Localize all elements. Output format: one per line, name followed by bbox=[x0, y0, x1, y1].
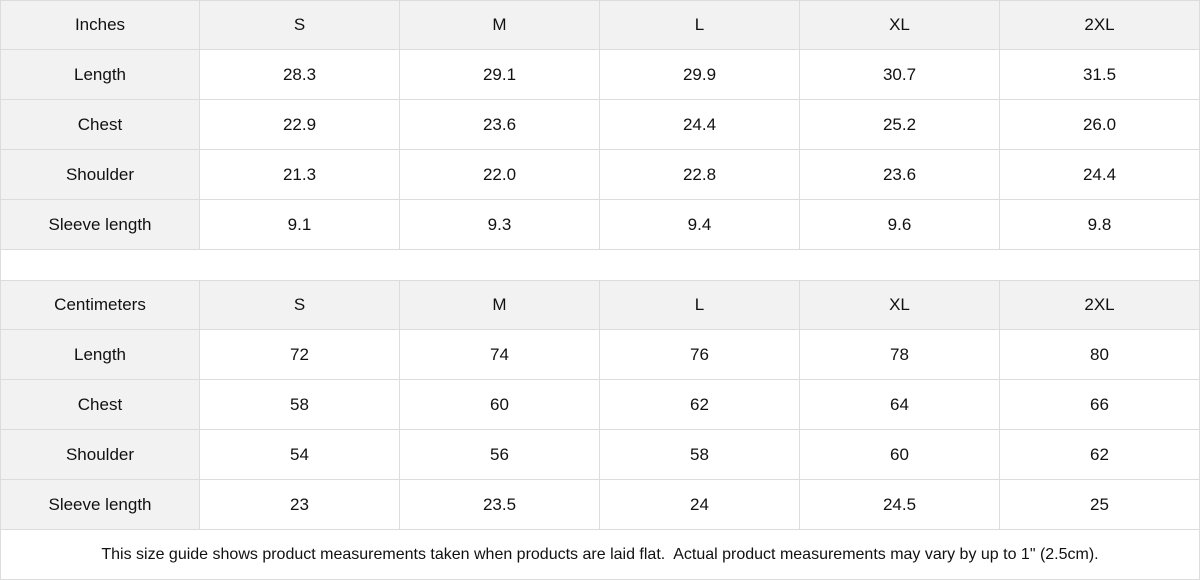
measurement-value: 74 bbox=[400, 330, 600, 380]
measurement-value: 23.6 bbox=[400, 100, 600, 150]
measurement-value: 22.8 bbox=[600, 150, 800, 200]
measurement-value: 58 bbox=[600, 430, 800, 480]
measurement-label: Shoulder bbox=[0, 430, 200, 480]
measurement-value: 60 bbox=[400, 380, 600, 430]
measurement-value: 25 bbox=[1000, 480, 1200, 530]
measurement-label: Sleeve length bbox=[0, 480, 200, 530]
size-header: 2XL bbox=[1000, 0, 1200, 50]
measurement-value: 29.9 bbox=[600, 50, 800, 100]
size-header: L bbox=[600, 0, 800, 50]
measurement-value: 9.3 bbox=[400, 200, 600, 250]
measurement-value: 80 bbox=[1000, 330, 1200, 380]
measurement-value: 58 bbox=[200, 380, 400, 430]
unit-header: Centimeters bbox=[0, 280, 200, 330]
inches-table: Inches S M L XL 2XL Length 28.3 29.1 29.9 30.7 31.5… bbox=[0, 0, 1200, 250]
size-header: XL bbox=[800, 0, 1000, 50]
measurement-value: 25.2 bbox=[800, 100, 1000, 150]
measurement-value: 29.1 bbox=[400, 50, 600, 100]
measurement-value: 24 bbox=[600, 480, 800, 530]
measurement-value: 22.0 bbox=[400, 150, 600, 200]
centimeters-table: Centimeters S M L XL 2XL Length 72 74 76 78 80 Chest… bbox=[0, 280, 1200, 530]
measurement-label: Length bbox=[0, 330, 200, 380]
measurement-value: 62 bbox=[600, 380, 800, 430]
measurement-label: Sleeve length bbox=[0, 200, 200, 250]
measurement-label: Chest bbox=[0, 380, 200, 430]
unit-header: Inches bbox=[0, 0, 200, 50]
measurement-value: 23.6 bbox=[800, 150, 1000, 200]
measurement-value: 62 bbox=[1000, 430, 1200, 480]
size-guide-note: This size guide shows product measuremen… bbox=[0, 530, 1200, 580]
measurement-value: 21.3 bbox=[200, 150, 400, 200]
measurement-value: 56 bbox=[400, 430, 600, 480]
measurement-value: 24.4 bbox=[600, 100, 800, 150]
measurement-value: 9.6 bbox=[800, 200, 1000, 250]
measurement-value: 9.8 bbox=[1000, 200, 1200, 250]
measurement-value: 28.3 bbox=[200, 50, 400, 100]
measurement-value: 54 bbox=[200, 430, 400, 480]
size-header: L bbox=[600, 280, 800, 330]
measurement-label: Length bbox=[0, 50, 200, 100]
size-header: M bbox=[400, 0, 600, 50]
measurement-value: 30.7 bbox=[800, 50, 1000, 100]
measurement-value: 26.0 bbox=[1000, 100, 1200, 150]
measurement-label: Chest bbox=[0, 100, 200, 150]
measurement-value: 72 bbox=[200, 330, 400, 380]
measurement-value: 66 bbox=[1000, 380, 1200, 430]
measurement-value: 76 bbox=[600, 330, 800, 380]
measurement-value: 24.5 bbox=[800, 480, 1000, 530]
measurement-value: 9.1 bbox=[200, 200, 400, 250]
measurement-label: Shoulder bbox=[0, 150, 200, 200]
measurement-value: 24.4 bbox=[1000, 150, 1200, 200]
measurement-value: 9.4 bbox=[600, 200, 800, 250]
measurement-value: 60 bbox=[800, 430, 1000, 480]
size-header: 2XL bbox=[1000, 280, 1200, 330]
size-header: S bbox=[200, 0, 400, 50]
measurement-value: 31.5 bbox=[1000, 50, 1200, 100]
table-spacer bbox=[0, 250, 1200, 280]
measurement-value: 78 bbox=[800, 330, 1000, 380]
measurement-value: 64 bbox=[800, 380, 1000, 430]
size-header: S bbox=[200, 280, 400, 330]
measurement-value: 22.9 bbox=[200, 100, 400, 150]
measurement-value: 23.5 bbox=[400, 480, 600, 530]
size-header: M bbox=[400, 280, 600, 330]
measurement-value: 23 bbox=[200, 480, 400, 530]
size-header: XL bbox=[800, 280, 1000, 330]
